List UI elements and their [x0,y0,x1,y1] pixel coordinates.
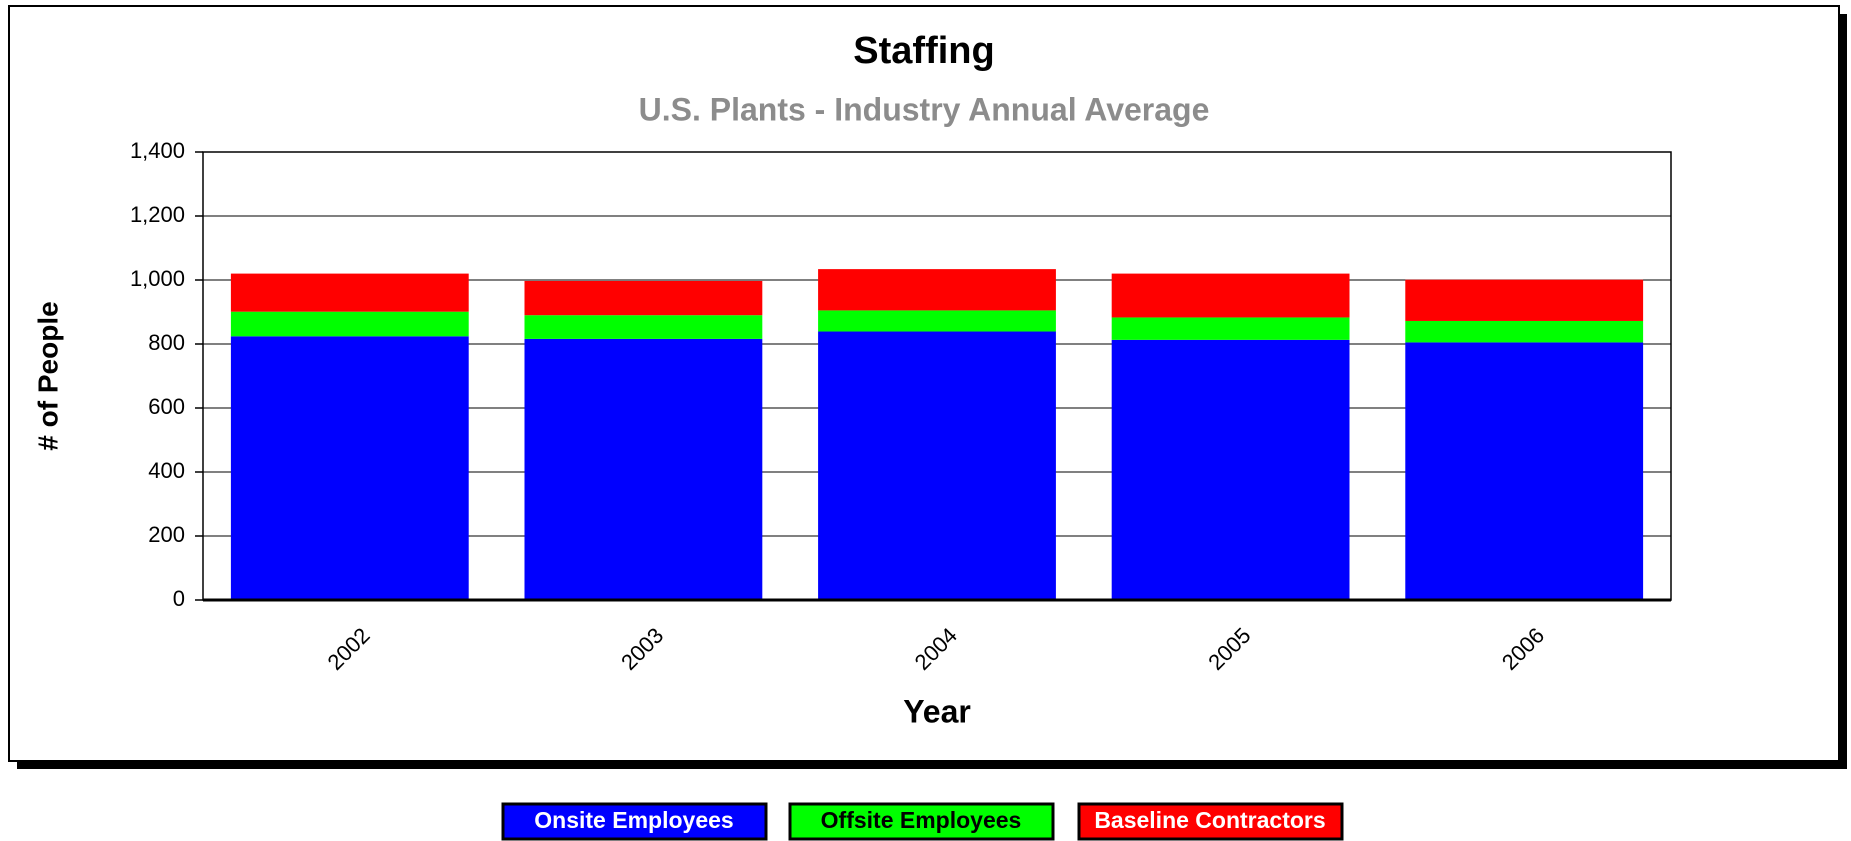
legend-swatch [788,802,1055,841]
bar-segment [1405,279,1644,321]
bar-segment [230,273,469,312]
bar-segment [818,269,1056,311]
y-tick-label: 600 [148,394,185,419]
legend-swatch [1077,802,1344,841]
legend-label: Baseline Contractors [1094,807,1325,833]
y-axis-label: # of People [32,301,63,450]
legend-label: Offsite Employees [821,807,1022,833]
bar-segment [524,338,763,600]
bar-segment [818,331,1056,600]
legend-label: Onsite Employees [534,807,733,833]
bar-segment [1405,342,1644,600]
bar-segment [524,315,763,339]
y-tick-label: 0 [173,586,185,611]
y-tick-label: 1,400 [130,138,185,163]
chart-title: Staffing [853,30,994,72]
bar-segment [818,310,1056,332]
legend-swatch [501,802,768,841]
bar-segment [230,311,469,337]
bar-segment [230,336,469,600]
bar-segment [1111,339,1350,600]
bar-segment [1405,320,1644,343]
y-tick-label: 200 [148,522,185,547]
y-tick-label: 400 [148,458,185,483]
chart-subtitle: U.S. Plants - Industry Annual Average [639,91,1210,127]
bar-segment [1111,273,1350,318]
x-axis-label: Year [903,693,971,729]
y-tick-label: 1,000 [130,266,185,291]
bar-segment [1111,317,1350,340]
bar-segment [524,280,763,316]
y-tick-label: 800 [148,330,185,355]
y-tick-label: 1,200 [130,202,185,227]
